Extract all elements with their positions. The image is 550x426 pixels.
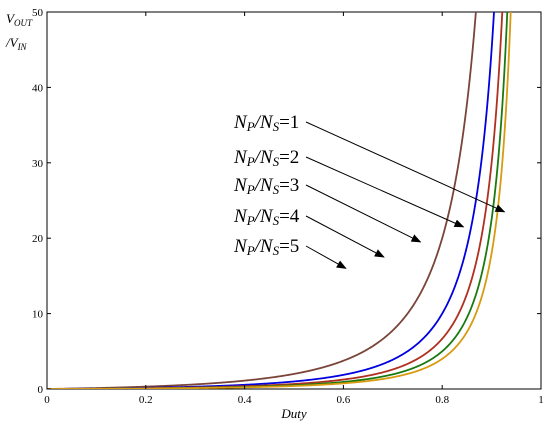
ann-p-sub: P bbox=[246, 213, 255, 228]
annotation-arrow-5 bbox=[305, 245, 347, 269]
ann-value: =4 bbox=[279, 206, 300, 227]
annotation-layer: NP/NS=1NP/NS=2NP/NS=3NP/NS=4NP/NS=5 bbox=[233, 112, 506, 269]
y-axis-label-den: /V bbox=[5, 35, 20, 50]
y-axis-label-main: V bbox=[6, 11, 16, 26]
y-axis-label-main-sub: OUT bbox=[14, 18, 33, 28]
x-tick-label: 0.6 bbox=[337, 394, 351, 406]
annotation-arrow-3 bbox=[305, 184, 422, 243]
series-layer bbox=[47, 12, 512, 389]
svg-text:VOUT: VOUT bbox=[6, 11, 33, 28]
x-tick-label: 1 bbox=[538, 394, 544, 406]
series-line-5 bbox=[47, 12, 512, 389]
ann-n: N bbox=[233, 206, 248, 227]
ann-slash: /N bbox=[254, 236, 274, 257]
ann-slash: /N bbox=[254, 175, 274, 196]
ann-p-sub: P bbox=[246, 182, 255, 197]
x-tick-label: 0.8 bbox=[435, 394, 449, 406]
svg-text:NP/NS=3: NP/NS=3 bbox=[233, 175, 299, 197]
ann-value: =3 bbox=[279, 175, 299, 196]
annotation-label-1: NP/NS=1 bbox=[233, 112, 299, 134]
ann-p-sub: P bbox=[246, 243, 255, 258]
ann-n: N bbox=[233, 236, 248, 257]
plot-frame bbox=[46, 11, 542, 390]
annotation-label-3: NP/NS=3 bbox=[233, 175, 299, 197]
y-axis-label-den-sub: IN bbox=[17, 42, 28, 52]
svg-text:NP/NS=1: NP/NS=1 bbox=[233, 112, 299, 134]
ann-p-sub: P bbox=[246, 119, 255, 134]
ann-slash: /N bbox=[254, 206, 274, 227]
ann-value: =2 bbox=[279, 147, 299, 168]
annotation-arrow-2 bbox=[305, 156, 465, 228]
ann-s-sub: S bbox=[273, 213, 280, 228]
y-tick-label: 30 bbox=[32, 158, 44, 170]
x-tick-label: 0 bbox=[44, 394, 50, 406]
ann-s-sub: S bbox=[273, 119, 280, 134]
svg-text:/VIN: /VIN bbox=[5, 35, 28, 52]
annotation-arrow-1 bbox=[305, 121, 506, 213]
ann-n: N bbox=[233, 175, 248, 196]
x-tick-label: 0.4 bbox=[238, 394, 252, 406]
ann-s-sub: S bbox=[273, 243, 280, 258]
y-tick-label: 40 bbox=[32, 82, 44, 94]
y-tick-label: 20 bbox=[32, 233, 44, 245]
ann-value: =5 bbox=[279, 236, 299, 257]
ann-n: N bbox=[233, 147, 248, 168]
svg-text:NP/NS=2: NP/NS=2 bbox=[233, 147, 299, 169]
ann-p-sub: P bbox=[246, 154, 255, 169]
svg-text:NP/NS=4: NP/NS=4 bbox=[233, 206, 300, 228]
annotation-label-4: NP/NS=4 bbox=[233, 206, 300, 228]
y-tick-label: 10 bbox=[32, 309, 44, 321]
ann-value: =1 bbox=[279, 112, 299, 133]
ann-slash: /N bbox=[254, 147, 274, 168]
ann-s-sub: S bbox=[273, 154, 280, 169]
ann-s-sub: S bbox=[273, 182, 280, 197]
y-axis-label: VOUT /VIN bbox=[5, 11, 33, 52]
y-tick-label: 50 bbox=[32, 7, 44, 19]
annotation-label-2: NP/NS=2 bbox=[233, 147, 299, 169]
ann-n: N bbox=[233, 112, 248, 133]
y-tick-label: 0 bbox=[38, 384, 44, 396]
ann-slash: /N bbox=[254, 112, 274, 133]
annotation-label-5: NP/NS=5 bbox=[233, 236, 299, 258]
annotation-arrow-4 bbox=[305, 215, 385, 258]
x-axis-label: Duty bbox=[280, 406, 307, 421]
x-tick-label: 0.2 bbox=[139, 394, 153, 406]
svg-text:NP/NS=5: NP/NS=5 bbox=[233, 236, 299, 258]
